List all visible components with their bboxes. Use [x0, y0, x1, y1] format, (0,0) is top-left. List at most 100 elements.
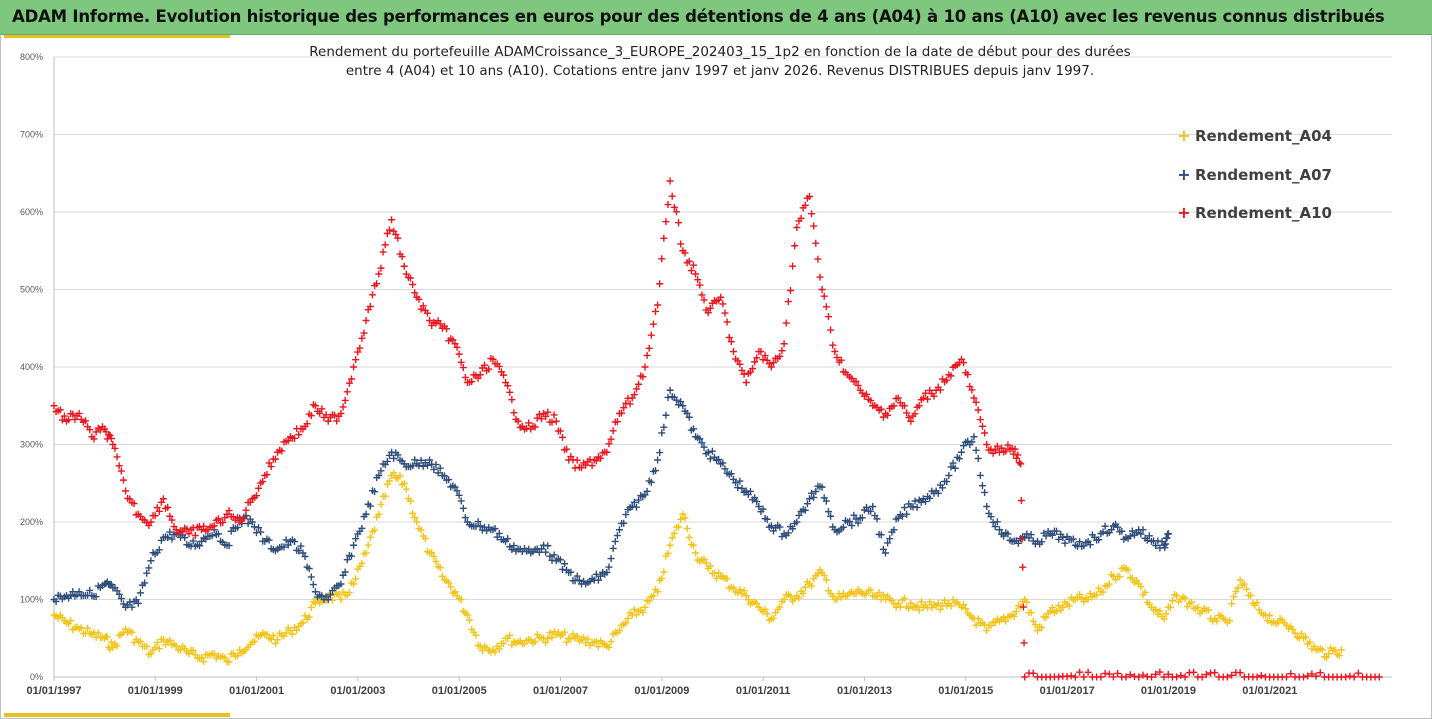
data-point-rendement-a04 [706, 562, 714, 570]
data-point-rendement-a07 [987, 513, 995, 521]
data-point-rendement-a07 [423, 461, 431, 469]
data-point-rendement-a10 [831, 348, 839, 355]
data-point-rendement-a04 [837, 593, 845, 601]
data-point-rendement-a10 [166, 512, 174, 520]
data-point-rendement-a04 [1137, 583, 1145, 591]
data-point-rendement-a04 [128, 628, 136, 636]
data-point-rendement-a04 [1194, 604, 1202, 612]
data-point-rendement-a10 [415, 295, 423, 303]
data-point-rendement-a10 [451, 340, 459, 348]
data-point-rendement-a07 [873, 515, 881, 523]
data-point-rendement-a07 [155, 546, 163, 554]
data-point-rendement-a10 [476, 371, 484, 379]
data-point-rendement-a07 [1118, 527, 1126, 535]
data-point-rendement-a10 [877, 405, 885, 413]
data-point-rendement-a07 [736, 477, 744, 485]
data-point-rendement-a07 [282, 536, 290, 544]
data-point-rendement-a04 [1023, 598, 1031, 606]
x-tick-label: 01/01/2003 [330, 685, 385, 697]
data-point-rendement-a10 [1019, 563, 1027, 571]
data-point-rendement-a10 [117, 467, 125, 475]
x-tick-label: 01/01/2001 [229, 685, 284, 697]
data-point-rendement-a10 [1071, 673, 1079, 681]
data-point-rendement-a10 [649, 320, 657, 328]
data-point-rendement-a07 [128, 603, 136, 611]
data-point-rendement-a07 [609, 544, 617, 552]
data-point-rendement-a10 [411, 289, 419, 297]
data-point-rendement-a10 [818, 286, 826, 293]
data-point-rendement-a04 [1160, 615, 1168, 623]
data-point-rendement-a07 [751, 494, 759, 502]
data-point-rendement-a10 [383, 229, 391, 237]
data-point-rendement-a10 [109, 441, 117, 448]
data-point-rendement-a04 [495, 645, 503, 653]
data-point-rendement-a07 [679, 402, 687, 410]
data-point-rendement-a10 [630, 391, 638, 399]
data-point-rendement-a04 [1228, 600, 1236, 608]
data-point-rendement-a07 [476, 522, 484, 530]
data-point-rendement-a04 [683, 524, 691, 532]
data-point-rendement-a10 [92, 428, 100, 436]
data-point-rendement-a10 [620, 404, 628, 412]
data-point-rendement-a10 [50, 402, 58, 410]
data-point-rendement-a10 [1020, 639, 1028, 647]
data-point-rendement-a07 [147, 557, 155, 565]
data-point-rendement-a07 [214, 530, 222, 538]
data-point-rendement-a07 [911, 497, 919, 505]
data-point-rendement-a10 [388, 216, 396, 224]
data-point-rendement-a10 [778, 347, 786, 355]
data-point-rendement-a07 [852, 515, 860, 523]
data-point-rendement-a04 [736, 586, 744, 594]
data-point-rendement-a04 [159, 636, 167, 644]
data-point-rendement-a04 [350, 580, 358, 588]
data-point-rendement-a10 [246, 498, 254, 506]
data-point-rendement-a10 [1017, 497, 1025, 505]
data-point-rendement-a07 [696, 435, 704, 443]
data-point-rendement-a10 [894, 394, 902, 402]
data-point-rendement-a04 [615, 627, 623, 634]
data-point-rendement-a10 [535, 410, 543, 418]
data-point-rendement-a07 [1164, 530, 1172, 538]
data-point-rendement-a07 [92, 593, 100, 601]
data-point-rendement-a07 [455, 491, 463, 499]
data-point-rendement-a07 [839, 523, 847, 531]
data-point-rendement-a10 [525, 419, 533, 427]
data-point-rendement-a07 [613, 532, 621, 540]
data-point-rendement-a07 [1076, 538, 1084, 546]
data-point-rendement-a10 [1160, 673, 1168, 681]
data-point-rendement-a07 [869, 503, 877, 510]
y-tick-label: 300% [20, 440, 43, 450]
data-point-rendement-a10 [972, 398, 980, 406]
data-point-rendement-a10 [1012, 454, 1020, 462]
data-point-rendement-a10 [854, 381, 862, 389]
data-point-rendement-a04 [723, 575, 731, 583]
data-point-rendement-a04 [1116, 573, 1124, 581]
data-point-rendement-a10 [810, 222, 818, 230]
data-point-rendement-a10 [1287, 670, 1295, 678]
data-point-rendement-a04 [1335, 651, 1343, 659]
data-point-rendement-a04 [561, 628, 569, 636]
y-tick-label: 500% [20, 285, 43, 295]
data-point-rendement-a07 [926, 494, 934, 502]
data-point-rendement-a07 [704, 448, 712, 456]
data-point-rendement-a10 [510, 409, 518, 417]
data-point-rendement-a10 [915, 402, 923, 410]
data-point-rendement-a04 [77, 624, 85, 632]
data-point-rendement-a07 [1099, 528, 1107, 536]
data-point-rendement-a04 [274, 636, 282, 644]
data-point-rendement-a10 [670, 203, 678, 211]
data-point-rendement-a10 [635, 380, 643, 388]
data-point-rendement-a10 [757, 348, 765, 356]
data-point-rendement-a07 [318, 592, 326, 600]
data-point-rendement-a07 [257, 528, 265, 536]
data-point-rendement-a07 [132, 596, 140, 604]
data-point-rendement-a10 [485, 365, 493, 373]
data-point-rendement-a04 [286, 627, 294, 634]
data-point-rendement-a04 [136, 637, 144, 645]
data-point-rendement-a10 [947, 372, 955, 380]
data-point-rendement-a07 [666, 386, 674, 394]
data-point-rendement-a04 [814, 570, 822, 578]
data-point-rendement-a04 [713, 574, 721, 582]
data-point-rendement-a10 [347, 375, 355, 383]
data-point-rendement-a07 [901, 504, 909, 512]
